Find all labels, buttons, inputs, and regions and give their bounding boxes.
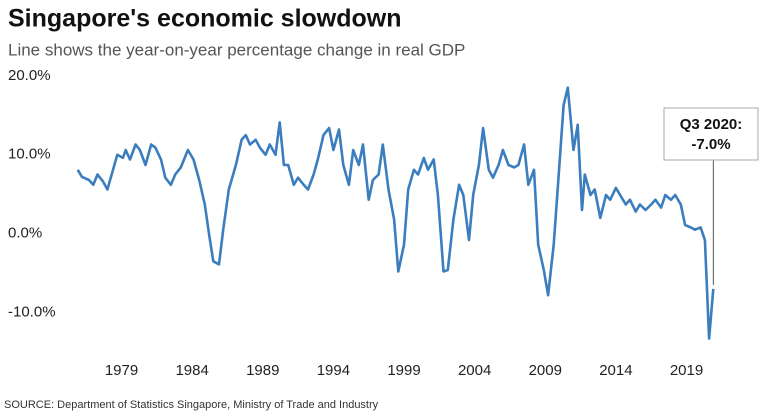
x-tick-label: 2019 bbox=[670, 362, 703, 379]
callout-value: -7.0% bbox=[691, 136, 730, 153]
x-tick-label: 2004 bbox=[458, 362, 491, 379]
x-tick-label: 1994 bbox=[317, 362, 350, 379]
y-tick-label: 0.0% bbox=[8, 225, 42, 242]
chart-title: Singapore's economic slowdown bbox=[8, 5, 402, 33]
data-line bbox=[76, 86, 715, 340]
y-tick-label: -10.0% bbox=[8, 304, 56, 321]
x-tick-label: 2009 bbox=[529, 362, 562, 379]
source-note: SOURCE: Department of Statistics Singapo… bbox=[4, 399, 379, 411]
x-tick-label: 1979 bbox=[105, 362, 138, 379]
y-tick-label: 10.0% bbox=[8, 146, 51, 163]
x-tick-label: 2014 bbox=[599, 362, 632, 379]
callout-title: Q3 2020: bbox=[680, 116, 743, 133]
x-tick-label: 1999 bbox=[387, 362, 420, 379]
x-tick-label: 1984 bbox=[175, 362, 208, 379]
chart-subtitle: Line shows the year-on-year percentage c… bbox=[8, 40, 465, 59]
x-tick-label: 1989 bbox=[246, 362, 279, 379]
callout-box bbox=[663, 107, 759, 161]
y-tick-label: 20.0% bbox=[8, 67, 51, 84]
